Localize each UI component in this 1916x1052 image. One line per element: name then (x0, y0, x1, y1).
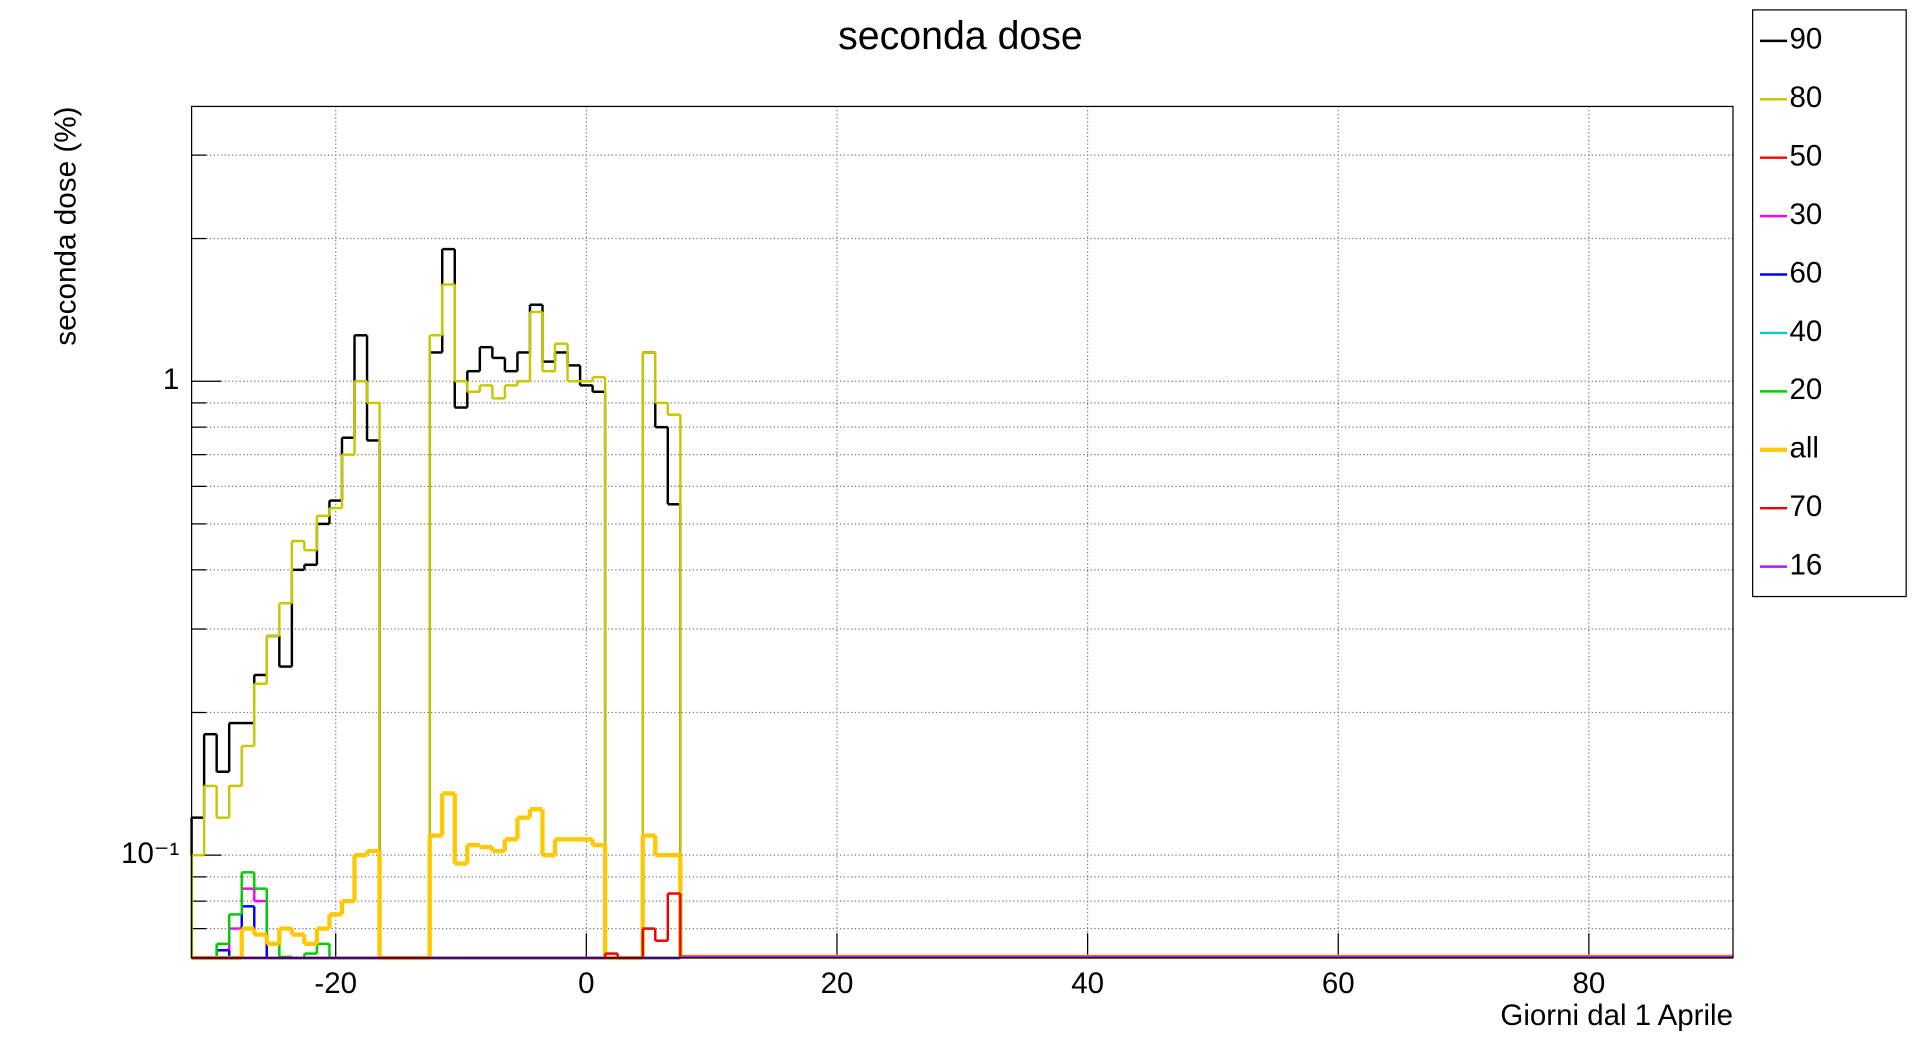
legend-label: 80 (1789, 81, 1822, 114)
x-axis-title: Giorni dal 1 Aprile (1500, 999, 1733, 1032)
legend-label: 70 (1789, 490, 1822, 523)
y-axis-title: seconda dose (%) (49, 106, 82, 345)
x-tick-label: 80 (1572, 967, 1605, 1000)
legend-label: all (1789, 432, 1818, 465)
x-tick-label: 60 (1322, 967, 1355, 1000)
plot-frame (190, 105, 1734, 959)
legend-label: 16 (1789, 548, 1822, 581)
legend-label: 40 (1789, 315, 1822, 348)
x-tick-label: 20 (821, 967, 854, 1000)
legend-box (1752, 9, 1907, 598)
x-tick-label: -20 (314, 967, 357, 1000)
legend-label: 60 (1789, 256, 1822, 289)
legend-label: 30 (1789, 198, 1822, 231)
legend-label: 50 (1789, 139, 1822, 172)
legend-label: 90 (1789, 23, 1822, 56)
x-tick-label: 40 (1071, 967, 1104, 1000)
x-tick-label: 0 (578, 967, 594, 1000)
chart-title: seconda dose (838, 14, 1083, 58)
y-tick-label: 1 (163, 363, 179, 396)
legend-label: 20 (1789, 373, 1822, 406)
y-tick-label: 10⁻¹ (121, 837, 179, 870)
